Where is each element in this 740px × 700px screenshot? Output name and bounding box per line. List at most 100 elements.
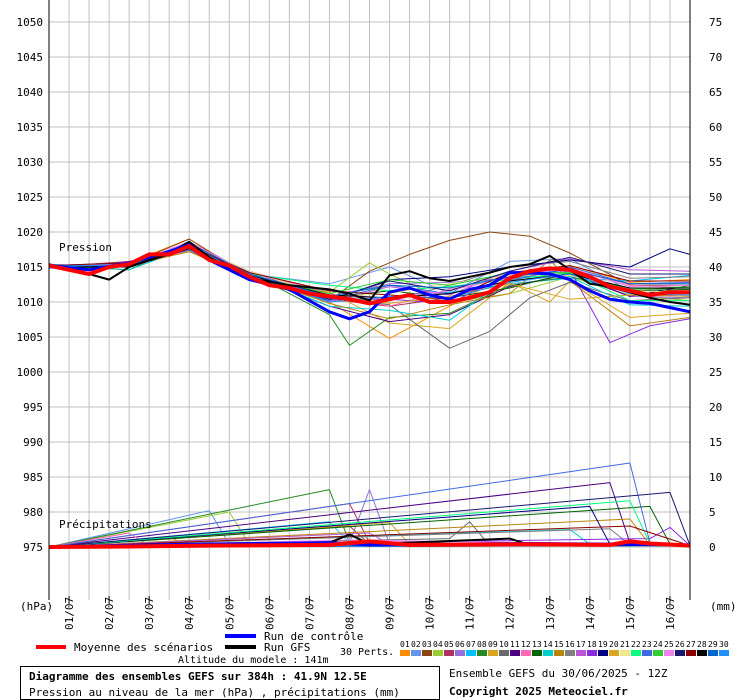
right-tick-label: 35 (709, 296, 722, 309)
x-tick-label: 08/07 (343, 597, 356, 630)
precip-line (48, 525, 691, 548)
right-tick-label: 15 (709, 436, 722, 449)
pert-legend-number: 27 (686, 640, 696, 649)
pert-legend-number: 11 (510, 640, 520, 649)
perts-label: 30 Perts. (340, 647, 395, 658)
left-tick-label: 1025 (17, 191, 44, 204)
pert-legend-number: 05 (444, 640, 454, 649)
pert-legend-number: 20 (609, 640, 619, 649)
pert-legend-swatch (697, 650, 707, 656)
pert-legend-swatch (521, 650, 531, 656)
pert-legend-swatch (664, 650, 674, 656)
left-tick-label: 975 (23, 541, 43, 554)
pert-legend-swatch (444, 650, 454, 656)
pert-legend-number: 08 (477, 640, 487, 649)
pert-legend-swatch (708, 650, 718, 656)
pert-legend-swatch (422, 650, 432, 656)
pert-legend-swatch (554, 650, 564, 656)
pert-legend-swatch (488, 650, 498, 656)
right-tick-label: 45 (709, 226, 722, 239)
precip-line (48, 539, 691, 549)
left-tick-label: 1005 (17, 331, 44, 344)
right-tick-label: 55 (709, 156, 722, 169)
pert-legend-swatch (631, 650, 641, 656)
pert-legend-swatch (532, 650, 542, 656)
tick-labels: 1050104510401035103010251020101510101005… (17, 16, 723, 630)
pert-legend-number: 21 (620, 640, 630, 649)
pert-legend-swatch (499, 650, 509, 656)
title-box: Diagramme des ensembles GEFS sur 384h : … (20, 666, 440, 700)
right-tick-label: 40 (709, 261, 722, 274)
pert-legend-swatch (587, 650, 597, 656)
right-tick-label: 50 (709, 191, 722, 204)
pert-legend-number: 01 (400, 640, 410, 649)
pert-legend-swatch (642, 650, 652, 656)
left-tick-label: 990 (23, 436, 43, 449)
pert-legend-number: 22 (631, 640, 641, 649)
pert-legend-number: 13 (532, 640, 542, 649)
left-tick-label: 1015 (17, 261, 44, 274)
right-tick-label: 25 (709, 366, 722, 379)
x-tick-label: 05/07 (223, 597, 236, 630)
grid (48, 0, 691, 600)
left-tick-label: 1050 (17, 16, 44, 29)
pert-legend-number: 02 (411, 640, 421, 649)
chart-subtitle: Pression au niveau de la mer (hPa) , pré… (29, 686, 400, 699)
pert-legend-swatch (411, 650, 421, 656)
pert-legend-number: 06 (455, 640, 465, 649)
x-tick-label: 12/07 (504, 597, 517, 630)
pert-legend-swatch (675, 650, 685, 656)
right-tick-label: 20 (709, 401, 722, 414)
x-tick-label: 10/07 (424, 597, 437, 630)
x-tick-label: 15/07 (624, 597, 637, 630)
x-tick-label: 13/07 (544, 597, 557, 630)
left-tick-label: 1035 (17, 121, 44, 134)
pressure-panel-label: Pression (59, 241, 112, 254)
pert-legend-number: 16 (565, 640, 575, 649)
pert-legend-swatch (686, 650, 696, 656)
left-tick-label: 1040 (17, 86, 44, 99)
left-tick-label: 1010 (17, 296, 44, 309)
right-tick-label: 5 (709, 506, 716, 519)
chart-title: Diagramme des ensembles GEFS sur 384h : … (29, 670, 367, 683)
pert-legend-number: 26 (675, 640, 685, 649)
pert-legend-swatch (400, 650, 410, 656)
pert-legend-number: 04 (433, 640, 443, 649)
pert-legend-number: 10 (499, 640, 509, 649)
pert-legend-number: 14 (543, 640, 553, 649)
pert-legend-swatch (543, 650, 553, 656)
x-tick-label: 04/07 (183, 597, 196, 630)
right-tick-label: 75 (709, 16, 722, 29)
altitude-label: Altitude du modele : 141m (178, 655, 329, 666)
pert-legend-number: 18 (587, 640, 597, 649)
left-tick-label: 1020 (17, 226, 44, 239)
x-tick-label: 16/07 (664, 597, 677, 630)
pert-legend-swatch (620, 650, 630, 656)
legend-control-label: Run de contrôle (264, 630, 363, 643)
legend-gfs-label: Run GFS (264, 641, 310, 654)
x-tick-label: 03/07 (143, 597, 156, 630)
pert-legend-number: 29 (708, 640, 718, 649)
right-tick-label: 30 (709, 331, 722, 344)
left-tick-label: 1030 (17, 156, 44, 169)
pert-legend-swatch (510, 650, 520, 656)
right-tick-label: 70 (709, 51, 722, 64)
right-unit-label: (mm) (710, 600, 737, 613)
x-tick-label: 09/07 (384, 597, 397, 630)
left-tick-label: 985 (23, 471, 43, 484)
pressure-line (48, 231, 690, 302)
pert-legend-number: 12 (521, 640, 531, 649)
precip-panel-label: Précipitations (59, 518, 152, 531)
pert-legend-number: 07 (466, 640, 476, 649)
copyright: Copyright 2025 Meteociel.fr (449, 685, 628, 698)
pert-legend-number: 19 (598, 640, 608, 649)
left-tick-label: 980 (23, 506, 43, 519)
pert-legend-number: 03 (422, 640, 432, 649)
axes (48, 0, 691, 600)
pert-legend-swatch (477, 650, 487, 656)
pert-legend-number: 15 (554, 640, 564, 649)
pressure-line (48, 244, 690, 306)
precip-line (48, 491, 691, 548)
right-tick-label: 0 (709, 541, 716, 554)
